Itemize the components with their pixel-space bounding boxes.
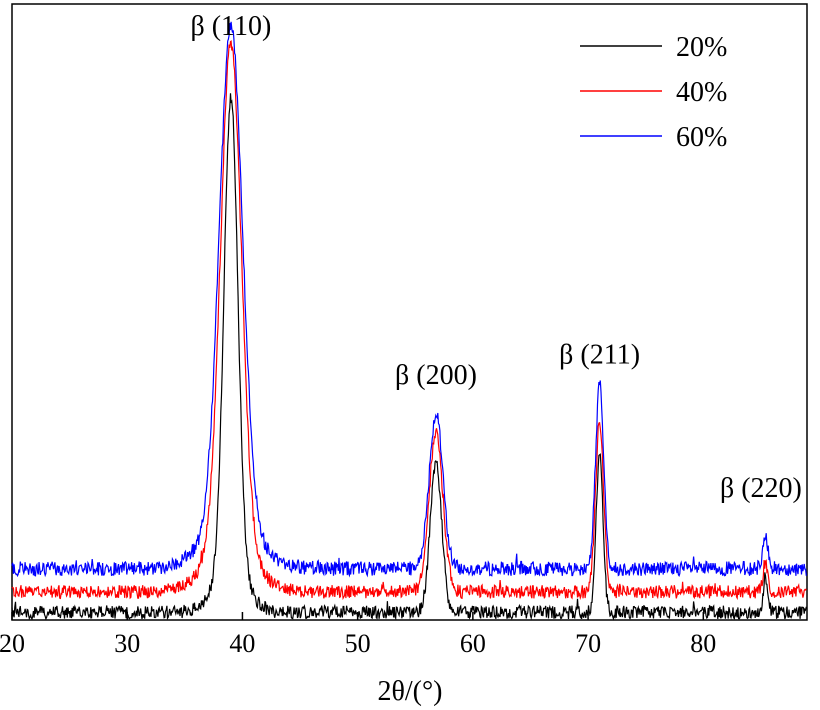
series-layer bbox=[11, 21, 807, 621]
peak-annotations: β (110) β (200) β (211) β (220) bbox=[190, 11, 801, 504]
x-axis-title: 2θ/(°) bbox=[377, 676, 442, 707]
plot-frame bbox=[11, 3, 808, 621]
x-tick-label: 60 bbox=[460, 629, 486, 658]
peak-label: β (110) bbox=[190, 11, 271, 42]
x-axis-ticks: 20 30 40 50 60 70 80 bbox=[0, 612, 716, 658]
legend-label: 60% bbox=[676, 122, 727, 153]
series-line-40pct bbox=[11, 40, 807, 601]
x-tick-label: 20 bbox=[0, 629, 25, 658]
series-line-60pct bbox=[11, 21, 807, 578]
x-tick-label: 40 bbox=[229, 629, 255, 658]
peak-label: β (220) bbox=[720, 473, 802, 504]
peak-label: β (200) bbox=[395, 360, 477, 391]
legend-label: 20% bbox=[676, 32, 727, 63]
peak-label: β (211) bbox=[559, 339, 640, 370]
x-tick-label: 50 bbox=[345, 629, 371, 658]
x-tick-label: 70 bbox=[575, 629, 601, 658]
x-tick-label: 30 bbox=[114, 629, 140, 658]
legend: 20% 40% 60% bbox=[580, 32, 727, 153]
x-tick-label: 80 bbox=[690, 629, 716, 658]
series-line-20pct bbox=[11, 93, 807, 621]
legend-label: 40% bbox=[676, 77, 727, 108]
